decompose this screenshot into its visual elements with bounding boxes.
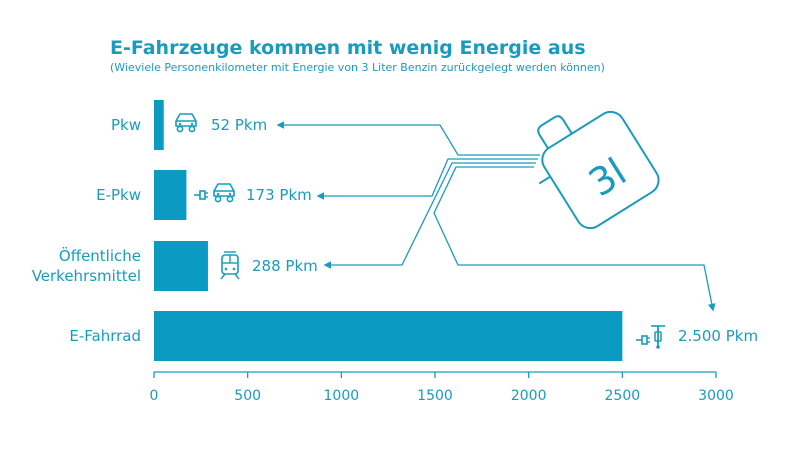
x-tick-label: 500 xyxy=(234,388,261,404)
leader-arrow xyxy=(433,166,716,312)
category-label: E-Pkw xyxy=(96,186,141,204)
x-tick-label: 2500 xyxy=(605,388,641,404)
x-tick-label: 0 xyxy=(150,388,159,404)
x-tick-label: 1500 xyxy=(417,388,453,404)
leader-arrow xyxy=(316,158,538,200)
bar xyxy=(154,100,164,150)
leader-arrow xyxy=(323,162,536,269)
value-label: 173 Pkm xyxy=(246,186,312,204)
car-icon xyxy=(175,113,197,133)
x-tick-label: 3000 xyxy=(698,388,734,404)
fuel-canister-icon: 3l xyxy=(537,110,660,230)
bar xyxy=(154,311,623,361)
value-label: 2.500 Pkm xyxy=(678,327,758,345)
electric-car-icon xyxy=(194,183,235,203)
value-label: 288 Pkm xyxy=(252,257,318,275)
train-icon xyxy=(220,251,240,280)
category-label: Pkw xyxy=(111,116,141,134)
chart-title: E-Fahrzeuge kommen mit wenig Energie aus xyxy=(110,37,586,59)
leader-arrow xyxy=(276,121,540,156)
chart-subtitle: (Wieviele Personenkilometer mit Energie … xyxy=(110,61,605,74)
category-label: Öffentliche xyxy=(59,246,141,265)
bar xyxy=(154,170,187,220)
x-tick-label: 1000 xyxy=(324,388,360,404)
category-label: Verkehrsmittel xyxy=(32,267,141,285)
electric-bike-icon xyxy=(636,325,665,349)
bar xyxy=(154,241,208,291)
value-label: 52 Pkm xyxy=(211,116,267,134)
category-label: E-Fahrrad xyxy=(69,327,141,345)
x-tick-label: 2000 xyxy=(511,388,547,404)
